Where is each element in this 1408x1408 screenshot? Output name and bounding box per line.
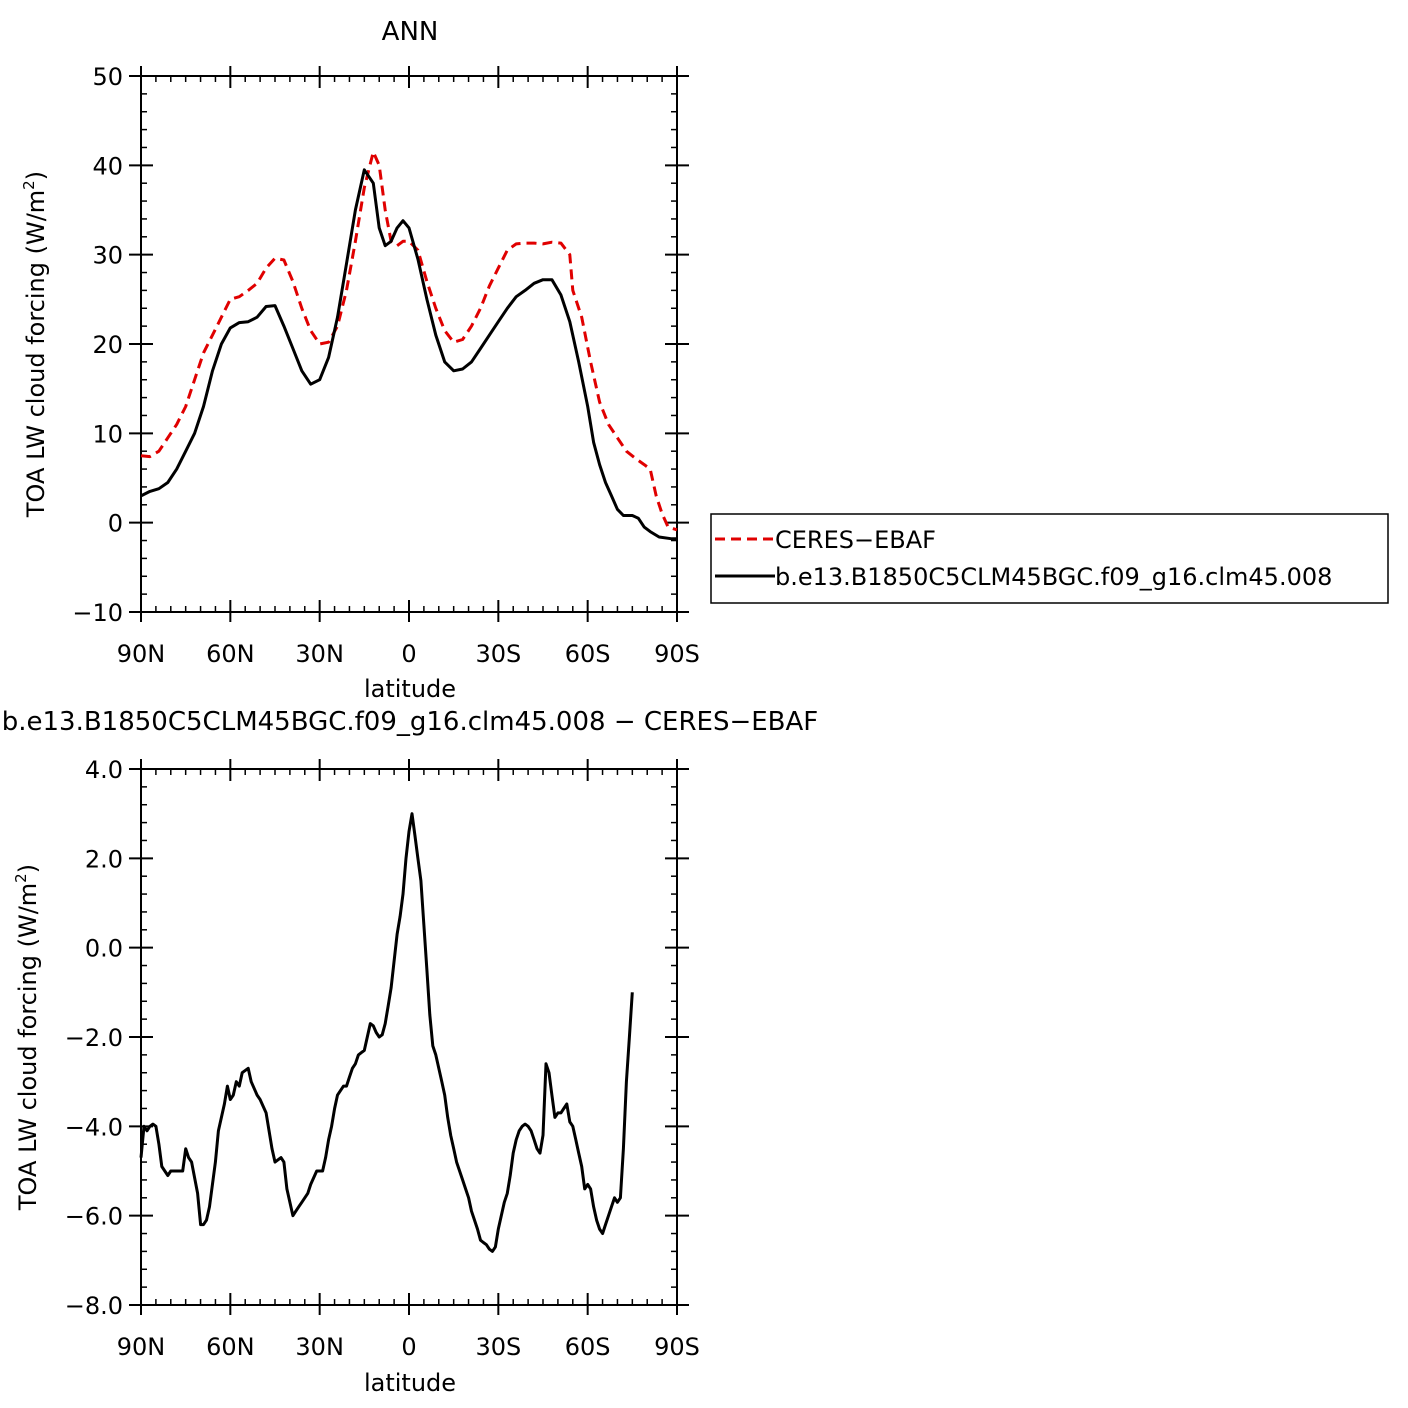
- bottom-chart-title: b.e13.B1850C5CLM45BGC.f09_g16.clm45.008 …: [2, 707, 819, 737]
- legend-box: [710, 513, 1389, 604]
- top-series-line-0: [140, 150, 678, 532]
- top-x-tick-label: 30N: [295, 640, 344, 668]
- top-plot-area: 90N 60N 30N 0 30S 60S 90S −10 0 10 20 30 40 50: [72, 63, 700, 668]
- bottom-y-tick-label: 4.0: [85, 756, 123, 784]
- top-x-tick-label: 30S: [475, 640, 521, 668]
- top-y-tick-label: 0: [108, 510, 123, 538]
- top-y-tick-label: −10: [72, 599, 123, 627]
- bottom-x-tick-label: 30S: [475, 1333, 521, 1361]
- top-y-axis-label-main: TOA LW cloud forcing (W/m: [22, 190, 50, 518]
- top-x-tick-label: 60S: [565, 640, 611, 668]
- top-x-tick-label: 90S: [654, 640, 700, 668]
- top-x-tick-label: 0: [401, 640, 416, 668]
- bottom-x-axis-label: latitude: [364, 1369, 456, 1397]
- bottom-x-tick-label: 90S: [654, 1333, 700, 1361]
- legend-label-model: b.e13.B1850C5CLM45BGC.f09_g16.clm45.008: [775, 563, 1332, 591]
- bottom-y-tick-label: 0.0: [85, 935, 123, 963]
- top-legend: CERES−EBAF b.e13.B1850C5CLM45BGC.f09_g16…: [710, 513, 1389, 604]
- bottom-plot-area: 90N 60N 30N 0 30S 60S 90S −8.0 −6.0 −4.0 −2.0 0.0 2.…: [65, 756, 700, 1361]
- top-y-tick-label: 40: [92, 152, 123, 180]
- bottom-x-tick-label: 90N: [117, 1333, 166, 1361]
- panel-top: ANN 90N 60N 30N 0 30S 60S 90S −10 0 10 20 30 40 50 la…: [20, 17, 1389, 703]
- bottom-y-axis-label: TOA LW cloud forcing (W/m2): [12, 864, 42, 1211]
- bottom-series-line-0: [139, 812, 634, 1253]
- bottom-y-axis-label-main: TOA LW cloud forcing (W/m: [14, 883, 42, 1211]
- bottom-x-tick-label: 60S: [565, 1333, 611, 1361]
- top-series-line-1: [140, 168, 677, 541]
- legend-label-ceres: CERES−EBAF: [775, 526, 936, 554]
- top-chart-title: ANN: [382, 17, 439, 47]
- bottom-y-axis-label-sup: 2: [12, 873, 30, 883]
- top-y-axis-label: TOA LW cloud forcing (W/m2): [20, 171, 50, 518]
- top-y-axis-label-sup: 2: [20, 180, 38, 190]
- top-y-tick-label: 30: [92, 242, 123, 270]
- bottom-y-tick-label: 2.0: [85, 845, 123, 873]
- top-plot-frame: [140, 75, 678, 613]
- bottom-plot-frame: [140, 768, 678, 1306]
- bottom-y-tick-label: −2.0: [65, 1024, 123, 1052]
- top-y-tick-label: 50: [92, 63, 123, 91]
- top-x-axis-label: latitude: [364, 675, 456, 703]
- bottom-x-tick-label: 0: [401, 1333, 416, 1361]
- bottom-x-tick-label: 30N: [295, 1333, 344, 1361]
- bottom-y-tick-label: −6.0: [65, 1203, 123, 1231]
- top-y-tick-label: 10: [92, 420, 123, 448]
- bottom-y-tick-label: −4.0: [65, 1113, 123, 1141]
- top-x-tick-label: 90N: [117, 640, 166, 668]
- top-x-tick-label: 60N: [206, 640, 255, 668]
- top-y-axis-label-close: ): [22, 171, 50, 180]
- bottom-x-tick-label: 60N: [206, 1333, 255, 1361]
- panel-bottom: b.e13.B1850C5CLM45BGC.f09_g16.clm45.008 …: [2, 707, 819, 1397]
- bottom-y-tick-label: −8.0: [65, 1292, 123, 1320]
- top-y-tick-label: 20: [92, 331, 123, 359]
- bottom-y-axis-label-close: ): [14, 864, 42, 873]
